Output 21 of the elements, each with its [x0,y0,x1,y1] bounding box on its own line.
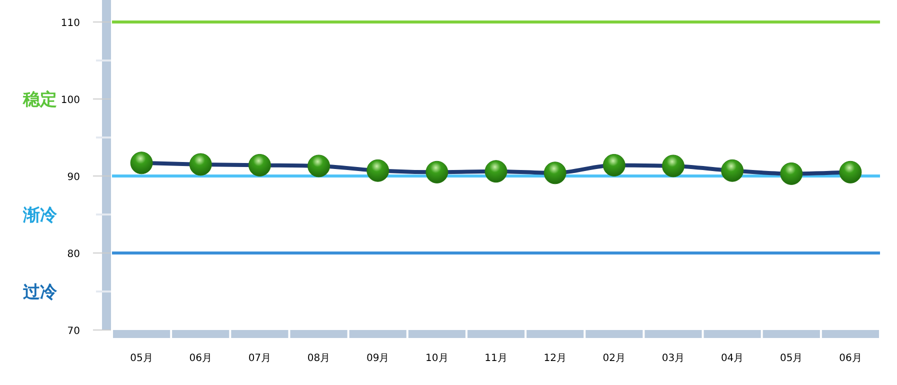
x-tick-label: 06月 [839,353,862,364]
x-tick-label: 07月 [248,353,272,364]
x-tick-label: 05月 [780,353,803,364]
y-tick-label: 90 [67,172,80,183]
x-tick-label: 03月 [662,353,685,364]
x-tick-label: 09月 [366,353,390,364]
y-tick-label: 80 [67,249,80,260]
x-tick-label: 06月 [189,353,212,364]
text: 渐冷 [22,206,58,226]
x-tick-label: 05月 [130,353,153,364]
x-tick-label: 02月 [602,353,626,364]
x-tick-label: 11月 [484,353,508,364]
x-tick-label: 08月 [307,353,330,364]
y-tick-label: 110 [60,18,80,29]
x-tick-label: 04月 [720,353,744,364]
text: 稳定 [22,90,57,110]
x-tick-label: 10月 [426,353,448,364]
x-tick-label: 12月 [544,353,566,364]
y-tick-label: 70 [67,326,80,337]
y-tick-label: 100 [60,95,80,106]
text: 过冷 [22,282,58,302]
